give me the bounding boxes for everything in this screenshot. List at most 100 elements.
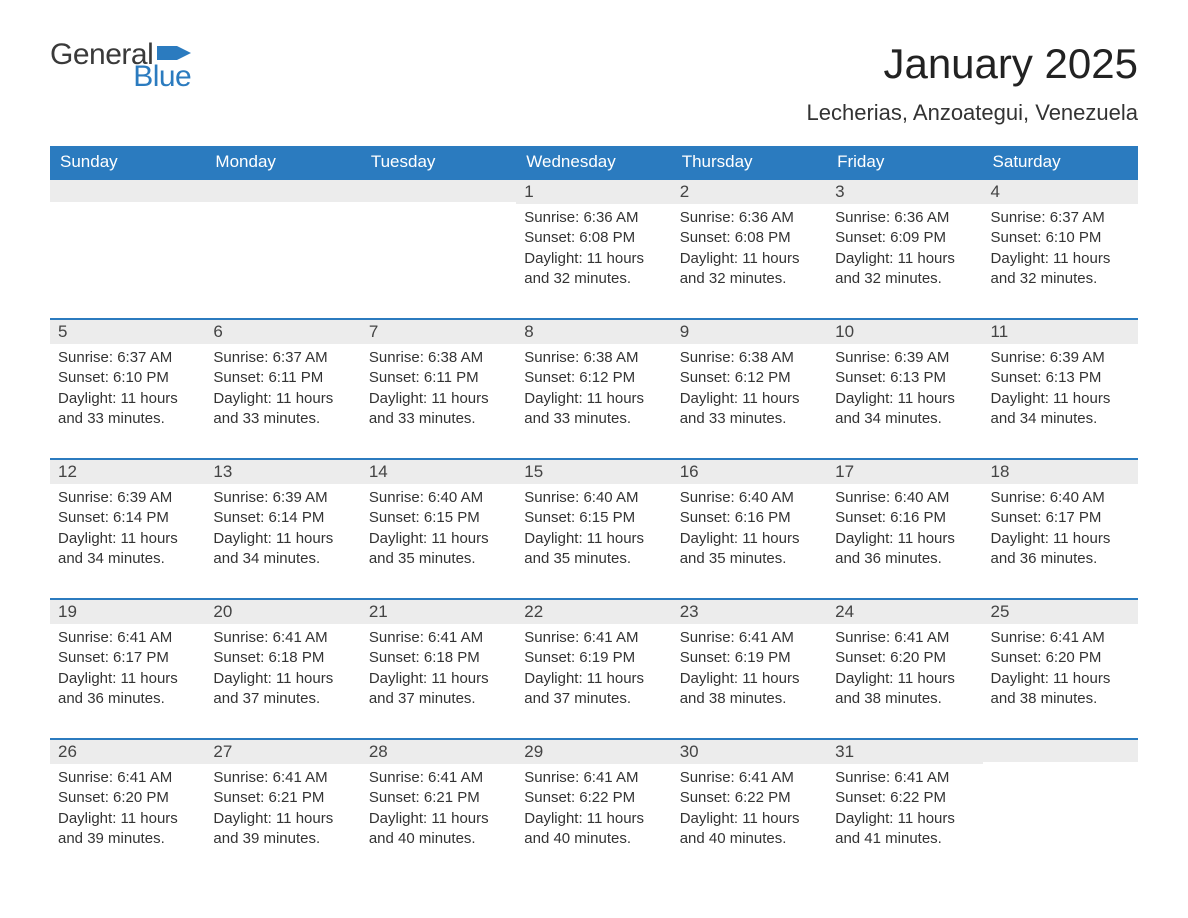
page-header: General Blue January 2025 [50, 40, 1138, 92]
date-number: 10 [827, 318, 982, 344]
daylight-line: Daylight: 11 hours and 40 minutes. [680, 809, 819, 850]
sunset-line: Sunset: 6:14 PM [213, 508, 352, 528]
day-details: Sunrise: 6:39 AMSunset: 6:14 PMDaylight:… [205, 484, 360, 573]
calendar-day-cell: 21Sunrise: 6:41 AMSunset: 6:18 PMDayligh… [361, 598, 516, 738]
calendar-day-cell: 31Sunrise: 6:41 AMSunset: 6:22 PMDayligh… [827, 738, 982, 878]
sunrise-line: Sunrise: 6:39 AM [58, 488, 197, 508]
daylight-line: Daylight: 11 hours and 37 minutes. [524, 669, 663, 710]
sunset-line: Sunset: 6:09 PM [835, 228, 974, 248]
daylight-line: Daylight: 11 hours and 38 minutes. [835, 669, 974, 710]
day-details: Sunrise: 6:37 AMSunset: 6:10 PMDaylight:… [50, 344, 205, 433]
daylight-line: Daylight: 11 hours and 32 minutes. [680, 249, 819, 290]
date-number: 22 [516, 598, 671, 624]
daylight-line: Daylight: 11 hours and 37 minutes. [369, 669, 508, 710]
sunset-line: Sunset: 6:12 PM [680, 368, 819, 388]
calendar-header-cell: Friday [827, 146, 982, 178]
calendar-day-cell: 17Sunrise: 6:40 AMSunset: 6:16 PMDayligh… [827, 458, 982, 598]
day-details: Sunrise: 6:38 AMSunset: 6:11 PMDaylight:… [361, 344, 516, 433]
sunset-line: Sunset: 6:10 PM [991, 228, 1130, 248]
sunrise-line: Sunrise: 6:37 AM [991, 208, 1130, 228]
sunrise-line: Sunrise: 6:36 AM [524, 208, 663, 228]
calendar-day-cell: 11Sunrise: 6:39 AMSunset: 6:13 PMDayligh… [983, 318, 1138, 458]
calendar-day-cell: 3Sunrise: 6:36 AMSunset: 6:09 PMDaylight… [827, 178, 982, 318]
calendar-week-row: 1Sunrise: 6:36 AMSunset: 6:08 PMDaylight… [50, 178, 1138, 318]
sunset-line: Sunset: 6:22 PM [835, 788, 974, 808]
calendar-day-cell: 18Sunrise: 6:40 AMSunset: 6:17 PMDayligh… [983, 458, 1138, 598]
page-subtitle: Lecherias, Anzoategui, Venezuela [50, 100, 1138, 126]
date-number: 11 [983, 318, 1138, 344]
date-number: 18 [983, 458, 1138, 484]
calendar-day-cell: 16Sunrise: 6:40 AMSunset: 6:16 PMDayligh… [672, 458, 827, 598]
calendar-day-cell: 10Sunrise: 6:39 AMSunset: 6:13 PMDayligh… [827, 318, 982, 458]
sunrise-line: Sunrise: 6:41 AM [680, 768, 819, 788]
date-number: 5 [50, 318, 205, 344]
sunset-line: Sunset: 6:21 PM [369, 788, 508, 808]
date-number: 14 [361, 458, 516, 484]
day-details: Sunrise: 6:41 AMSunset: 6:22 PMDaylight:… [516, 764, 671, 853]
daylight-line: Daylight: 11 hours and 33 minutes. [58, 389, 197, 430]
sunset-line: Sunset: 6:15 PM [369, 508, 508, 528]
daylight-line: Daylight: 11 hours and 33 minutes. [680, 389, 819, 430]
sunset-line: Sunset: 6:14 PM [58, 508, 197, 528]
date-number: 31 [827, 738, 982, 764]
day-details: Sunrise: 6:40 AMSunset: 6:17 PMDaylight:… [983, 484, 1138, 573]
calendar-day-cell [361, 178, 516, 318]
calendar-day-cell: 20Sunrise: 6:41 AMSunset: 6:18 PMDayligh… [205, 598, 360, 738]
day-details: Sunrise: 6:40 AMSunset: 6:16 PMDaylight:… [827, 484, 982, 573]
daylight-line: Daylight: 11 hours and 34 minutes. [58, 529, 197, 570]
daylight-line: Daylight: 11 hours and 39 minutes. [213, 809, 352, 850]
sunrise-line: Sunrise: 6:40 AM [369, 488, 508, 508]
sunrise-line: Sunrise: 6:37 AM [58, 348, 197, 368]
date-number: 16 [672, 458, 827, 484]
daylight-line: Daylight: 11 hours and 35 minutes. [524, 529, 663, 570]
sunrise-line: Sunrise: 6:41 AM [835, 628, 974, 648]
daylight-line: Daylight: 11 hours and 32 minutes. [991, 249, 1130, 290]
sunrise-line: Sunrise: 6:41 AM [58, 768, 197, 788]
day-details: Sunrise: 6:39 AMSunset: 6:13 PMDaylight:… [983, 344, 1138, 433]
daylight-line: Daylight: 11 hours and 40 minutes. [524, 809, 663, 850]
calendar-day-cell: 13Sunrise: 6:39 AMSunset: 6:14 PMDayligh… [205, 458, 360, 598]
calendar-day-cell: 19Sunrise: 6:41 AMSunset: 6:17 PMDayligh… [50, 598, 205, 738]
calendar-header-cell: Saturday [983, 146, 1138, 178]
calendar-header-cell: Thursday [672, 146, 827, 178]
day-details: Sunrise: 6:41 AMSunset: 6:19 PMDaylight:… [672, 624, 827, 713]
sunrise-line: Sunrise: 6:38 AM [369, 348, 508, 368]
date-number: 9 [672, 318, 827, 344]
daylight-line: Daylight: 11 hours and 36 minutes. [991, 529, 1130, 570]
calendar-day-cell: 2Sunrise: 6:36 AMSunset: 6:08 PMDaylight… [672, 178, 827, 318]
sunrise-line: Sunrise: 6:38 AM [680, 348, 819, 368]
daylight-line: Daylight: 11 hours and 35 minutes. [680, 529, 819, 570]
day-details: Sunrise: 6:41 AMSunset: 6:21 PMDaylight:… [205, 764, 360, 853]
date-number: 13 [205, 458, 360, 484]
day-details: Sunrise: 6:40 AMSunset: 6:16 PMDaylight:… [672, 484, 827, 573]
day-details: Sunrise: 6:41 AMSunset: 6:22 PMDaylight:… [672, 764, 827, 853]
date-number: 7 [361, 318, 516, 344]
sunrise-line: Sunrise: 6:37 AM [213, 348, 352, 368]
calendar-day-cell: 22Sunrise: 6:41 AMSunset: 6:19 PMDayligh… [516, 598, 671, 738]
date-number: 4 [983, 178, 1138, 204]
sunset-line: Sunset: 6:10 PM [58, 368, 197, 388]
daylight-line: Daylight: 11 hours and 38 minutes. [680, 669, 819, 710]
sunset-line: Sunset: 6:08 PM [680, 228, 819, 248]
sunset-line: Sunset: 6:17 PM [991, 508, 1130, 528]
daylight-line: Daylight: 11 hours and 40 minutes. [369, 809, 508, 850]
calendar-week-row: 12Sunrise: 6:39 AMSunset: 6:14 PMDayligh… [50, 458, 1138, 598]
sunset-line: Sunset: 6:13 PM [835, 368, 974, 388]
daylight-line: Daylight: 11 hours and 32 minutes. [524, 249, 663, 290]
daylight-line: Daylight: 11 hours and 33 minutes. [369, 389, 508, 430]
calendar-day-cell: 4 Sunrise: 6:37 AMSunset: 6:10 PMDaylight… [983, 178, 1138, 318]
day-details: Sunrise: 6:41 AMSunset: 6:18 PMDaylight:… [361, 624, 516, 713]
day-details: Sunrise: 6:40 AMSunset: 6:15 PMDaylight:… [516, 484, 671, 573]
daylight-line: Daylight: 11 hours and 33 minutes. [213, 389, 352, 430]
sunrise-line: Sunrise: 6:39 AM [213, 488, 352, 508]
daylight-line: Daylight: 11 hours and 34 minutes. [835, 389, 974, 430]
calendar-day-cell [983, 738, 1138, 878]
sunrise-line: Sunrise: 6:41 AM [991, 628, 1130, 648]
sunset-line: Sunset: 6:15 PM [524, 508, 663, 528]
day-details: Sunrise: 6:36 AMSunset: 6:08 PMDaylight:… [672, 204, 827, 293]
calendar-header-cell: Sunday [50, 146, 205, 178]
calendar-day-cell: 24Sunrise: 6:41 AMSunset: 6:20 PMDayligh… [827, 598, 982, 738]
daylight-line: Daylight: 11 hours and 35 minutes. [369, 529, 508, 570]
calendar-body: 1Sunrise: 6:36 AMSunset: 6:08 PMDaylight… [50, 178, 1138, 878]
calendar-day-cell: 8Sunrise: 6:38 AMSunset: 6:12 PMDaylight… [516, 318, 671, 458]
